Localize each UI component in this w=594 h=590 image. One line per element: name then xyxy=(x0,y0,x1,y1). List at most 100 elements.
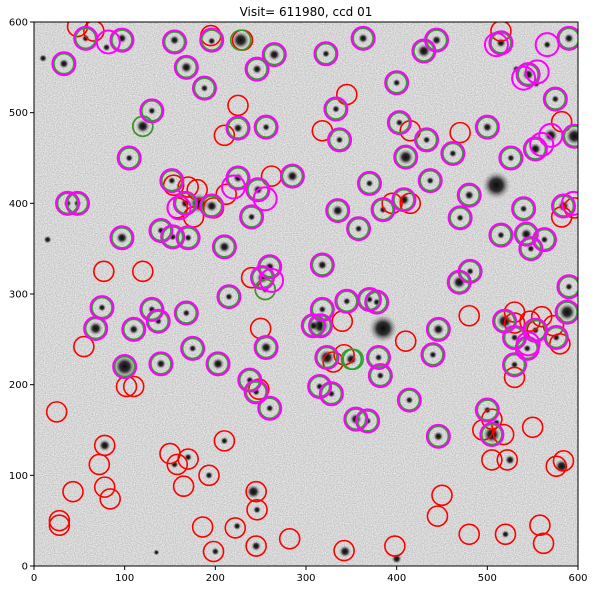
marker-s2-101 xyxy=(366,344,392,370)
marker-s1-49 xyxy=(449,207,471,229)
marker-s1-74 xyxy=(335,290,358,313)
marker-s0-47 xyxy=(45,401,68,423)
marker-s0-68 xyxy=(191,516,214,538)
marker-s1-104 xyxy=(258,397,281,420)
marker-s2-50 xyxy=(417,168,443,194)
marker-s2-54 xyxy=(325,198,351,224)
marker-s2-63 xyxy=(148,218,174,244)
marker-s0-40 xyxy=(394,330,417,352)
marker-s1-15 xyxy=(385,71,408,94)
marker-s2-55 xyxy=(370,197,396,223)
star-130 xyxy=(338,545,351,558)
star-137 xyxy=(233,522,242,531)
marker-s2-34 xyxy=(393,144,419,170)
star-63 xyxy=(184,233,193,242)
marker-s0-83 xyxy=(532,532,555,555)
marker-s2-110 xyxy=(243,379,269,405)
star-22 xyxy=(147,106,156,115)
marker-s1-35 xyxy=(200,195,223,217)
marker-s1-63 xyxy=(520,237,542,260)
marker-s1-55 xyxy=(177,226,199,249)
star-10 xyxy=(495,37,506,48)
marker-s0-64 xyxy=(62,480,84,503)
marker-s1-37 xyxy=(247,178,269,201)
marker-s1-38 xyxy=(281,165,304,187)
marker-s1-30 xyxy=(500,147,522,169)
marker-s0-55 xyxy=(166,453,189,476)
marker-s1-87 xyxy=(255,336,277,359)
marker-s2-32 xyxy=(542,86,568,112)
marker-s1-3 xyxy=(200,29,223,51)
marker-s2-77 xyxy=(556,274,578,300)
marker-s2-14 xyxy=(51,51,77,77)
marker-s0-16 xyxy=(215,183,238,206)
marker-s0-4 xyxy=(490,22,512,42)
marker-s0-78 xyxy=(333,539,355,562)
marker-s0-22 xyxy=(399,192,422,215)
marker-s1-27 xyxy=(118,147,140,169)
marker-s2-57 xyxy=(346,216,372,242)
star-5 xyxy=(268,48,281,61)
marker-s1-31 xyxy=(524,138,547,160)
marker-s2-2 xyxy=(95,29,121,55)
marker-s1-24 xyxy=(415,129,438,151)
x-tick-label-2: 200 xyxy=(206,573,225,584)
marker-s0-66 xyxy=(99,488,121,510)
marker-s2-68 xyxy=(249,265,275,291)
x-tick-label-3: 300 xyxy=(296,573,315,584)
marker-s2-106 xyxy=(205,351,231,377)
marker-s2-60 xyxy=(550,193,576,219)
star-72 xyxy=(466,267,475,276)
star-135 xyxy=(153,549,160,556)
x-tick-label-0: 0 xyxy=(31,573,37,584)
marker-s0-62 xyxy=(545,455,568,478)
star-70 xyxy=(540,235,549,244)
marker-s1-1 xyxy=(111,29,133,51)
marker-s1-23 xyxy=(388,111,411,134)
marker-s0-25 xyxy=(93,260,115,283)
star-134 xyxy=(39,54,48,63)
star-81 xyxy=(318,305,327,314)
marker-s0-6 xyxy=(227,94,249,117)
star-3 xyxy=(169,35,180,46)
marker-s1-91 xyxy=(422,343,444,366)
y-tick-label-0: 0 xyxy=(22,562,28,573)
marker-s2-73 xyxy=(531,227,557,253)
marker-s2-25 xyxy=(323,96,349,122)
marker-s1-83 xyxy=(556,301,578,323)
marker-s1-71 xyxy=(218,285,240,308)
marker-s1-77 xyxy=(84,317,107,340)
star-2 xyxy=(81,34,90,43)
marker-s1-43 xyxy=(56,192,79,215)
marker-s2-111 xyxy=(307,373,333,399)
marker-s0-39 xyxy=(503,312,526,334)
marker-s1-106 xyxy=(356,410,379,432)
marker-s0-37 xyxy=(549,333,571,355)
marker-s0-79 xyxy=(384,535,406,557)
marker-s0-77 xyxy=(202,540,225,563)
star-132 xyxy=(501,530,510,539)
star-18 xyxy=(392,78,401,87)
marker-s1-7 xyxy=(352,27,374,50)
marker-s0-54 xyxy=(88,453,111,476)
marker-s0-73 xyxy=(245,480,267,503)
marker-s2-26 xyxy=(327,127,353,153)
marker-s1-2 xyxy=(163,31,186,53)
marker-s2-116 xyxy=(355,408,381,434)
star-50 xyxy=(464,190,475,201)
star-127 xyxy=(246,484,261,499)
star-79 xyxy=(224,292,233,301)
marker-s1-45 xyxy=(326,199,349,222)
marker-s2-29 xyxy=(474,114,500,140)
marker-s2-56 xyxy=(239,204,265,230)
star-28 xyxy=(395,118,404,127)
star-103 xyxy=(155,358,166,369)
y-tick-label-1: 100 xyxy=(9,471,28,482)
star-57 xyxy=(456,213,465,222)
marker-s2-7 xyxy=(350,25,376,51)
marker-s0-63 xyxy=(552,450,575,472)
star-101 xyxy=(523,344,532,353)
star-54 xyxy=(379,205,388,214)
marker-s1-42 xyxy=(458,184,481,206)
